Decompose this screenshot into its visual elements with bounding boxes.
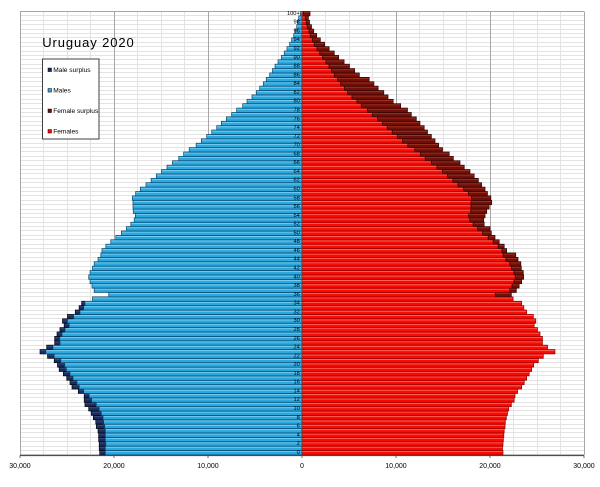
svg-text:18: 18 <box>293 371 299 377</box>
svg-text:94: 94 <box>293 37 299 43</box>
svg-text:4: 4 <box>297 432 300 438</box>
svg-text:6: 6 <box>297 424 300 430</box>
svg-text:46: 46 <box>293 248 299 254</box>
svg-text:44: 44 <box>293 257 299 263</box>
svg-text:Females: Females <box>53 129 79 136</box>
svg-text:60: 60 <box>293 186 299 192</box>
svg-text:28: 28 <box>293 327 299 333</box>
svg-text:0: 0 <box>300 463 304 470</box>
svg-text:82: 82 <box>293 90 299 96</box>
svg-text:10: 10 <box>293 406 299 412</box>
svg-text:30,000: 30,000 <box>9 463 31 470</box>
svg-text:40: 40 <box>293 274 299 280</box>
svg-text:80: 80 <box>293 99 299 105</box>
svg-text:48: 48 <box>293 239 299 245</box>
svg-text:42: 42 <box>293 266 299 272</box>
svg-text:88: 88 <box>293 64 299 70</box>
svg-text:96: 96 <box>293 28 299 34</box>
svg-text:100+: 100+ <box>287 11 300 17</box>
svg-text:10,000: 10,000 <box>385 463 407 470</box>
svg-text:74: 74 <box>293 125 299 131</box>
svg-text:26: 26 <box>293 336 299 342</box>
svg-text:76: 76 <box>293 116 299 122</box>
svg-text:22: 22 <box>293 353 299 359</box>
svg-text:38: 38 <box>293 283 299 289</box>
svg-text:Female surplus: Female surplus <box>53 108 99 115</box>
svg-text:52: 52 <box>293 222 299 228</box>
svg-text:66: 66 <box>293 160 299 166</box>
svg-text:92: 92 <box>293 46 299 52</box>
svg-text:Male surplus: Male surplus <box>53 67 91 74</box>
svg-text:70: 70 <box>293 143 299 149</box>
svg-text:10,000: 10,000 <box>197 463 219 470</box>
svg-text:0: 0 <box>297 450 300 456</box>
svg-text:Uruguay 2020: Uruguay 2020 <box>42 35 134 50</box>
svg-text:12: 12 <box>293 397 299 403</box>
svg-text:2: 2 <box>297 441 300 447</box>
svg-text:30: 30 <box>293 318 299 324</box>
svg-text:62: 62 <box>293 178 299 184</box>
svg-text:72: 72 <box>293 134 299 140</box>
svg-text:34: 34 <box>293 301 299 307</box>
svg-text:Males: Males <box>53 88 71 95</box>
svg-text:20: 20 <box>293 362 299 368</box>
svg-text:8: 8 <box>297 415 300 421</box>
svg-text:78: 78 <box>293 107 299 113</box>
svg-text:16: 16 <box>293 380 299 386</box>
svg-text:20,000: 20,000 <box>479 463 501 470</box>
svg-text:24: 24 <box>293 345 299 351</box>
svg-text:14: 14 <box>293 388 299 394</box>
svg-text:68: 68 <box>293 151 299 157</box>
svg-text:98: 98 <box>293 20 299 26</box>
svg-text:86: 86 <box>293 72 299 78</box>
svg-text:36: 36 <box>293 292 299 298</box>
svg-text:50: 50 <box>293 230 299 236</box>
svg-text:54: 54 <box>293 213 299 219</box>
svg-text:32: 32 <box>293 309 299 315</box>
svg-text:64: 64 <box>293 169 299 175</box>
svg-text:56: 56 <box>293 204 299 210</box>
svg-text:58: 58 <box>293 195 299 201</box>
svg-text:90: 90 <box>293 55 299 61</box>
svg-text:30,000: 30,000 <box>573 463 595 470</box>
svg-text:84: 84 <box>293 81 299 87</box>
svg-text:20,000: 20,000 <box>103 463 125 470</box>
